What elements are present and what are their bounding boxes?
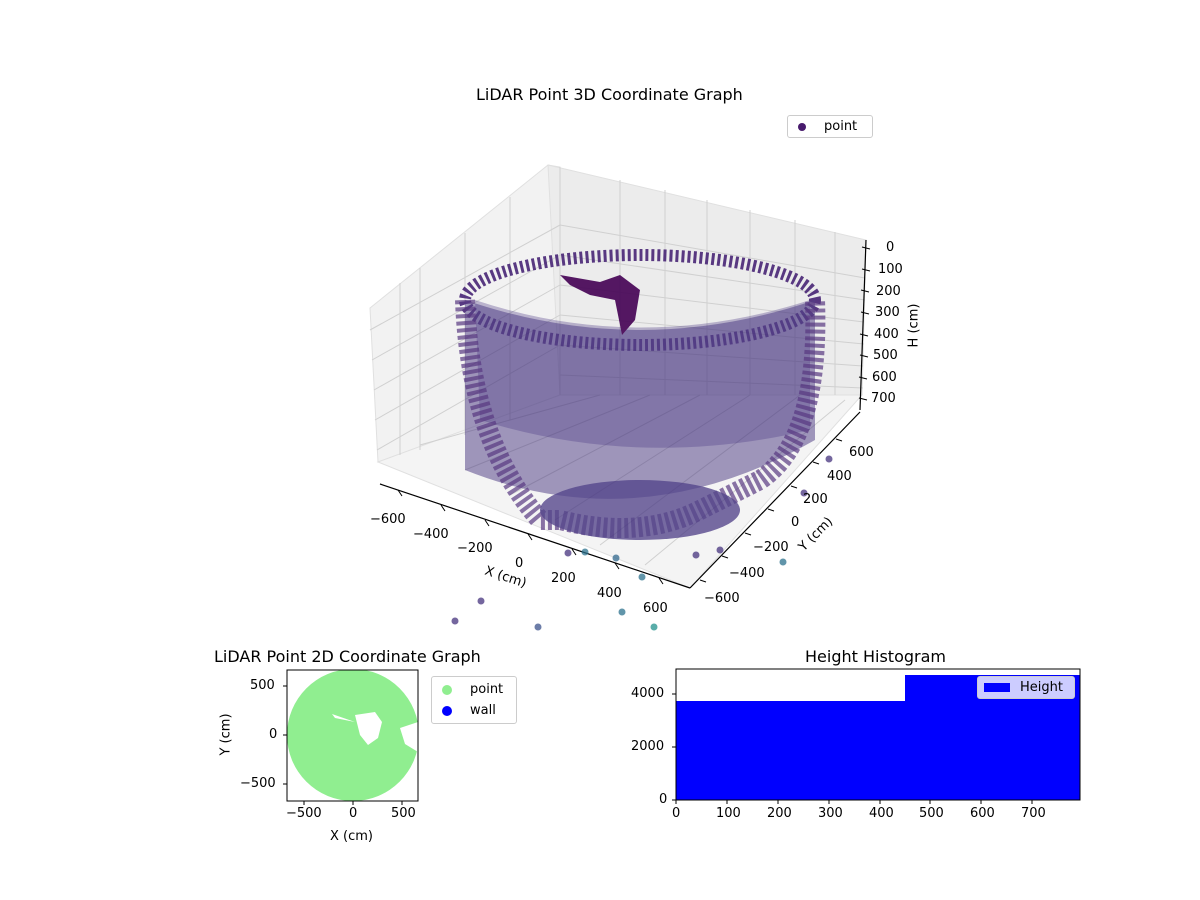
x-tick: −400 (413, 527, 449, 542)
y-tick: 0 (269, 727, 278, 742)
x-tick: 200 (551, 571, 576, 586)
point-marker-icon (798, 122, 806, 131)
z-tick: 300 (875, 305, 900, 320)
y-tick: 200 (803, 492, 828, 507)
z-tick: 100 (878, 262, 903, 277)
x-tick: 600 (643, 601, 668, 616)
hist-title: Height Histogram (805, 647, 946, 666)
legend-label: Height (1020, 680, 1063, 695)
y-tick: −400 (729, 566, 765, 581)
y-tick: 4000 (631, 686, 665, 701)
legend-item-point: point (788, 116, 872, 137)
x-tick: 0 (349, 806, 358, 821)
x-tick: 0 (515, 556, 524, 571)
x-tick: 100 (716, 806, 741, 821)
x-tick: 600 (970, 806, 995, 821)
plot3d-legend: point (787, 115, 873, 138)
x-tick: 400 (869, 806, 894, 821)
y-tick: 400 (827, 469, 852, 484)
z-tick: 400 (874, 327, 899, 342)
z-tick: 0 (886, 240, 895, 255)
y-tick: 500 (250, 678, 275, 693)
legend-label: point (470, 682, 504, 697)
wall-marker-icon (442, 705, 452, 716)
x-tick: 200 (767, 806, 792, 821)
y-axis-label: Y (cm) (218, 713, 234, 756)
x-tick: 400 (597, 586, 622, 601)
legend-item-point: point (432, 679, 516, 700)
y-tick: 2000 (631, 739, 665, 754)
legend-item-height: Height (978, 677, 1074, 698)
x-tick: −500 (286, 806, 322, 821)
y-tick: 600 (849, 445, 874, 460)
point-cloud (455, 249, 826, 540)
plot2d-legend: point wall (431, 676, 517, 724)
x-tick: 700 (1021, 806, 1046, 821)
x-tick: 500 (391, 806, 416, 821)
plot2d-title: LiDAR Point 2D Coordinate Graph (214, 647, 481, 666)
x-tick: 500 (919, 806, 944, 821)
hist-legend: Height (977, 676, 1075, 699)
x-tick: −200 (457, 541, 493, 556)
legend-label: wall (470, 703, 496, 718)
x-axis-label: X (cm) (330, 829, 373, 844)
plot3d-title: LiDAR Point 3D Coordinate Graph (476, 85, 743, 104)
x-tick: −600 (370, 512, 406, 527)
y-tick: −600 (704, 591, 740, 606)
z-tick: 500 (873, 348, 898, 363)
y-tick: −500 (240, 776, 276, 791)
y-tick: 0 (791, 515, 800, 530)
x-tick: 300 (818, 806, 843, 821)
point-marker-icon (442, 684, 452, 695)
z-tick: 600 (872, 370, 897, 385)
z-tick: 700 (871, 391, 896, 406)
height-patch-icon (984, 683, 1010, 692)
z-axis-label: H (cm) (906, 303, 922, 348)
legend-item-wall: wall (432, 700, 516, 721)
legend-label: point (824, 119, 858, 134)
y-tick: −200 (753, 540, 789, 555)
y-tick: 0 (659, 792, 668, 807)
x-tick: 0 (672, 806, 681, 821)
z-tick: 200 (876, 284, 901, 299)
